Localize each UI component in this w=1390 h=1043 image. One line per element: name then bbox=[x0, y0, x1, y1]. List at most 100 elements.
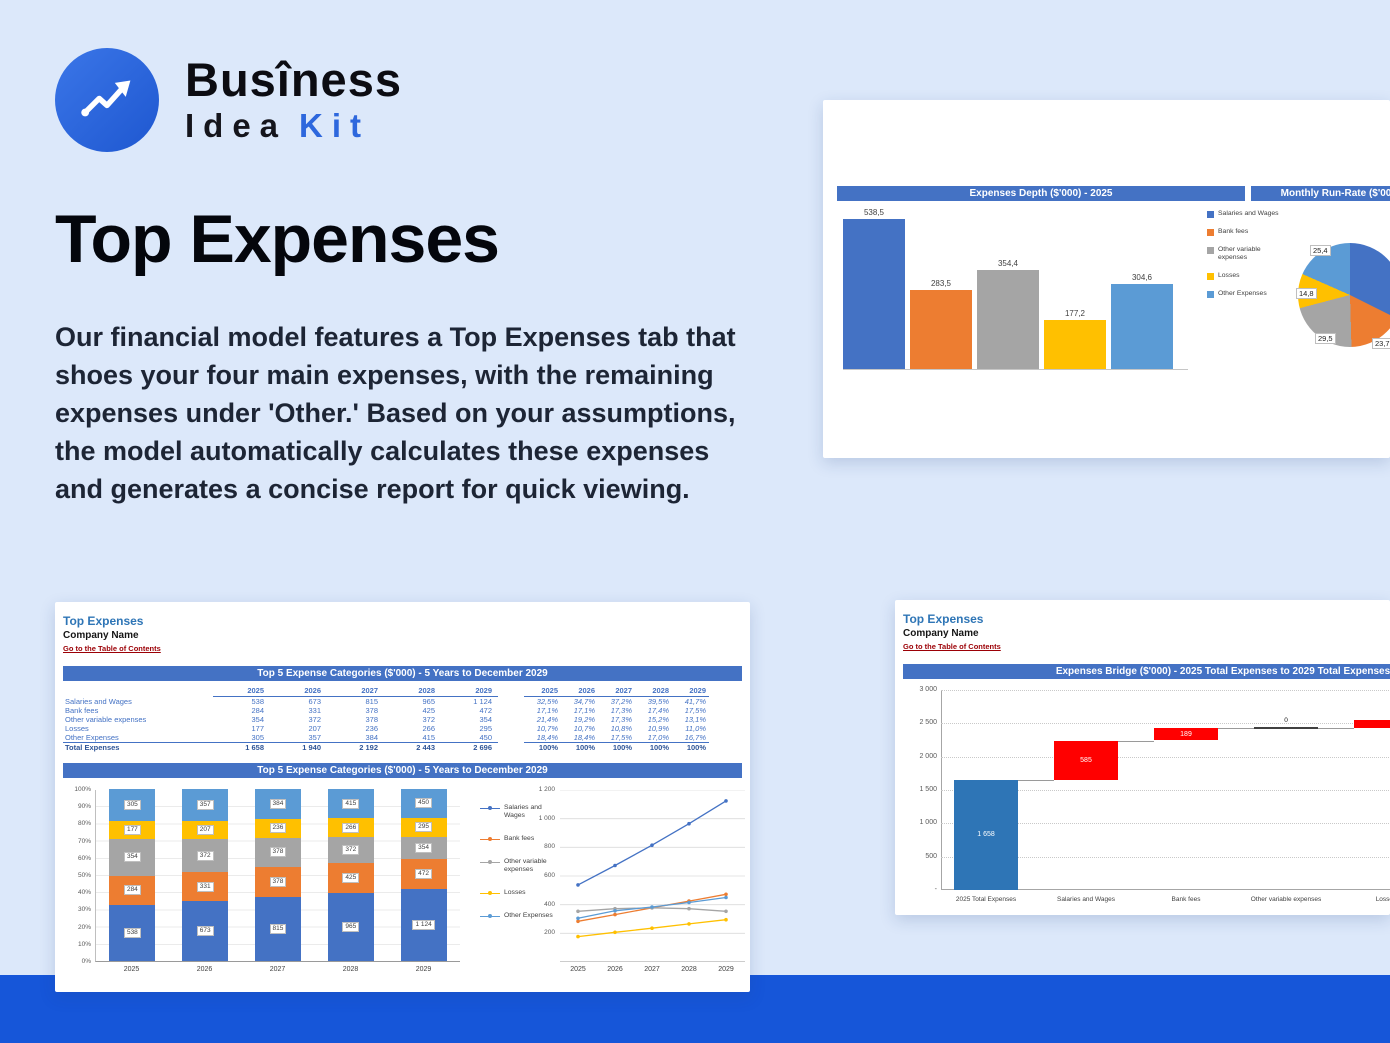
brand-idea: Idea bbox=[185, 107, 288, 144]
stacked-x-axis: 2025 2026 2027 2028 2029 bbox=[55, 602, 750, 992]
cell-percent: 10,7% bbox=[573, 724, 595, 733]
page-description: Our financial model features a Top Expen… bbox=[55, 322, 736, 504]
bar-segment: 425 bbox=[327, 863, 374, 894]
segment-value-label: 965 bbox=[342, 922, 360, 933]
legend-item: Other variable expenses bbox=[1207, 246, 1279, 262]
cell-value: 425 bbox=[422, 706, 435, 715]
y-axis-tick: 600 bbox=[544, 872, 555, 879]
bar-segment: 1 124 bbox=[400, 889, 447, 961]
y-axis-tick: 3 000 bbox=[919, 686, 937, 693]
segment-value-label: 378 bbox=[269, 877, 287, 888]
cell-value: 384 bbox=[365, 733, 378, 742]
page-title: Top Expenses bbox=[55, 201, 500, 277]
cell-percent: 10,8% bbox=[610, 724, 632, 733]
cell-value: 354 bbox=[251, 715, 264, 724]
segment-value-label: 354 bbox=[123, 852, 141, 863]
bridge-bar: 189 bbox=[1154, 727, 1218, 741]
y-axis-tick: 400 bbox=[544, 900, 555, 908]
bridge-bar: 585 bbox=[1054, 740, 1118, 780]
stacked-bar: 673 331 372 207 357 bbox=[182, 788, 229, 961]
y-axis-tick: 90% bbox=[77, 803, 91, 811]
cell-percent: 39,5% bbox=[647, 697, 669, 706]
legend-item: Losses bbox=[480, 889, 558, 897]
cell-value: 305 bbox=[251, 733, 264, 742]
segment-value-label: 372 bbox=[342, 845, 360, 856]
bar-segment: 372 bbox=[182, 839, 229, 873]
gridline bbox=[941, 856, 1390, 858]
y-axis-tick: - bbox=[934, 886, 937, 893]
cell-percent: 19,2% bbox=[573, 715, 595, 724]
cell-percent: 100% bbox=[598, 742, 635, 753]
x-axis-label: 2027 bbox=[269, 966, 286, 973]
segment-value-label: 378 bbox=[269, 847, 287, 858]
cell-percent: 100% bbox=[524, 742, 561, 753]
cell-value: 177 bbox=[251, 724, 264, 733]
cell-value: 2 443 bbox=[384, 742, 441, 753]
bar-segment bbox=[977, 270, 1039, 369]
x-axis-label: Other variable expenses bbox=[1250, 896, 1322, 903]
table-row: Other variable expenses 354 372 378 372 354 21… bbox=[63, 715, 709, 724]
cell-percent: 18,4% bbox=[536, 733, 558, 742]
table-row: Salaries and Wages 538 673 815 965 1 124 32,5%… bbox=[63, 697, 709, 706]
zero-bar bbox=[1254, 726, 1318, 729]
cell-value: 357 bbox=[308, 733, 321, 742]
sheet-title: Top Expenses bbox=[903, 612, 984, 626]
trend-arrow-icon bbox=[81, 80, 131, 117]
segment-value-label: 357 bbox=[196, 799, 214, 810]
cell-percent: 2029 bbox=[672, 686, 709, 697]
legend-label: Bank fees bbox=[504, 835, 535, 842]
segment-value-label: 425 bbox=[342, 873, 360, 884]
bar-group: 354,4 bbox=[977, 259, 1039, 369]
row-label: Total Expenses bbox=[63, 742, 213, 753]
bar-segment: 472 bbox=[400, 859, 447, 890]
cell-value: 1 940 bbox=[270, 742, 327, 753]
y-axis-tick: 80% bbox=[77, 820, 91, 828]
bar-segment: 415 bbox=[327, 789, 374, 819]
x-axis-label: 2029 bbox=[415, 966, 432, 973]
bar-value-label: 189 bbox=[1180, 730, 1192, 738]
legend-marker bbox=[1207, 211, 1214, 218]
segment-value-label: 384 bbox=[269, 799, 287, 810]
bar-segment: 450 bbox=[400, 789, 447, 818]
bar-segment: 378 bbox=[254, 837, 301, 868]
row-label: Other variable expenses bbox=[65, 715, 147, 724]
bar-segment: 354 bbox=[109, 839, 156, 876]
y-axis-tick: 60% bbox=[77, 854, 91, 862]
y-axis-tick: 500 bbox=[925, 852, 937, 860]
cell-percent: 21,4% bbox=[536, 715, 558, 724]
cell-value: 372 bbox=[422, 715, 435, 724]
depth-runrate-card: Expenses Depth ($'000) - 2025 Monthly Ru… bbox=[823, 100, 1390, 458]
y-axis-tick: 100% bbox=[74, 786, 91, 793]
row-label: Losses bbox=[65, 724, 89, 733]
cell-percent: 11,0% bbox=[685, 724, 706, 733]
toc-link[interactable]: Go to the Table of Contents bbox=[63, 644, 161, 653]
toc-link[interactable]: Go to the Table of Contents bbox=[903, 642, 1001, 651]
bar-value-label: 354,4 bbox=[997, 259, 1019, 268]
legend-marker bbox=[480, 914, 500, 919]
y-axis-tick: 40% bbox=[77, 889, 91, 897]
legend-item: Other Expenses bbox=[480, 912, 558, 920]
cell-value: 2029 bbox=[441, 686, 498, 697]
cell-percent: 13,1% bbox=[684, 715, 706, 724]
bar-segment: 354 bbox=[400, 836, 447, 860]
stacked-y-axis: 100% 90% 80% 70% 60% 50% 40% 30% 20% 10% 0% bbox=[55, 602, 750, 992]
cell-percent: 16,7% bbox=[684, 733, 706, 742]
x-axis-label: 2025 bbox=[123, 966, 140, 973]
y-axis-tick: 1 000 bbox=[538, 814, 555, 822]
bar-segment: 673 bbox=[182, 901, 229, 961]
stacked-bar: 1 124 472 354 295 450 bbox=[400, 789, 447, 961]
cell-percent: 10,7% bbox=[536, 724, 558, 733]
bar-segment: 965 bbox=[327, 893, 374, 961]
legend-item: Other Expenses bbox=[1207, 290, 1279, 298]
legend-label: Other variable expenses bbox=[504, 858, 547, 873]
cell-value: 450 bbox=[479, 733, 492, 742]
legend-label: Bank fees bbox=[1218, 228, 1249, 235]
depth-bar-chart: 538,5 283,5 354,4 177,2 304,6 bbox=[843, 204, 1188, 370]
legend-marker bbox=[480, 837, 500, 842]
expenses-bridge-card: Top Expenses Company Name Go to the Tabl… bbox=[895, 600, 1390, 915]
chart-legend: Salaries and Wages Bank fees Other variabl… bbox=[480, 804, 558, 935]
bar-segment bbox=[910, 290, 972, 369]
segment-value-label: 472 bbox=[415, 869, 432, 880]
depth-chart-title: Expenses Depth ($'000) - 2025 bbox=[837, 186, 1245, 201]
top-expenses-sheet-card: Top Expenses Company Name Go to the Tabl… bbox=[55, 602, 750, 992]
